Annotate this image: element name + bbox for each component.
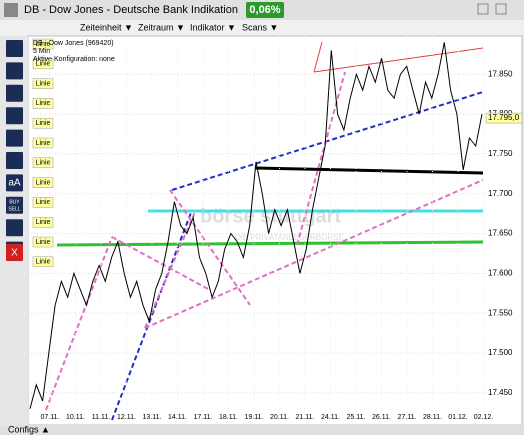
configs[interactable]: Configs ▲ (8, 424, 50, 434)
menu-item[interactable]: Zeiteinheit ▼ (80, 22, 133, 32)
line-tag[interactable] (32, 216, 54, 228)
trend-line (171, 91, 484, 191)
line-tag[interactable] (32, 137, 54, 149)
chart-info: Aktive Konfiguration: none (33, 56, 115, 63)
icon-text: aA (8, 178, 21, 189)
line-tag-label: Linie (36, 120, 51, 127)
x-tick-label: 01.12. (448, 414, 468, 421)
menu-item[interactable]: Zeitraum ▼ (138, 22, 185, 32)
change: 0,06% (249, 4, 280, 16)
tool-icon[interactable] (6, 62, 23, 80)
trend-line (313, 41, 323, 73)
icon-text: SELL (8, 206, 20, 212)
x-tick-label: 28.11. (423, 414, 442, 421)
line-tag[interactable] (32, 38, 54, 50)
last-price-box (485, 112, 523, 124)
icon-text: X (11, 248, 18, 259)
line-tag-label: Linie (36, 179, 51, 186)
line-tag[interactable] (32, 256, 54, 268)
x-tick-label: 24.11. (321, 414, 340, 421)
window-title: DB - Dow Jones - Deutsche Bank Indikatio… (24, 4, 238, 16)
line-tag[interactable] (32, 117, 54, 129)
line-tag-label: Linie (36, 140, 51, 147)
line-tag-label: Linie (36, 199, 51, 206)
y-tick-label: 17.750 (488, 149, 513, 158)
tool-icon[interactable] (6, 129, 23, 147)
y-tick-label: 17.550 (488, 308, 513, 317)
x-tick-label: 02.12. (474, 414, 494, 421)
x-tick-label: 27.11. (398, 414, 417, 421)
trend-line (144, 211, 196, 329)
y-tick-label: 17.850 (488, 69, 513, 78)
y-tick-label: 17.500 (488, 348, 513, 357)
window-button[interactable] (495, 3, 507, 15)
trend-line (144, 179, 484, 329)
line-tag[interactable] (32, 236, 54, 248)
x-tick-label: 18.11. (219, 414, 238, 421)
x-tick-label: 25.11. (347, 414, 366, 421)
chart-info: DB - Dow Jones (969420) (33, 40, 114, 47)
menu-item[interactable]: Scans ▼ (242, 22, 278, 32)
tool-icon[interactable] (6, 244, 23, 261)
x-tick-label: 19.11. (245, 414, 264, 421)
chart-info: 5 Min (33, 48, 50, 55)
y-tick-label: 17.700 (488, 189, 513, 198)
menu-item[interactable]: Indikator ▼ (190, 22, 236, 32)
y-tick-label: 17.600 (488, 269, 513, 278)
last-price: 17.795,0 (488, 113, 520, 122)
window-button[interactable] (477, 3, 489, 15)
line-tag-label: Linie (36, 100, 51, 107)
trend-line (169, 189, 251, 306)
x-tick-label: 20.11. (270, 414, 289, 421)
footer-bar (0, 425, 524, 435)
line-tag-label: Linie (36, 239, 51, 246)
x-tick-label: 26.11. (372, 414, 391, 421)
line-tag[interactable] (32, 157, 54, 169)
line-tag[interactable] (32, 197, 54, 208)
trend-line (45, 236, 113, 411)
line-tag-label: Linie (36, 259, 51, 266)
x-tick-label: 13.11. (143, 414, 162, 421)
line-tag[interactable] (32, 78, 54, 89)
line-tag[interactable] (32, 177, 54, 188)
tool-icon[interactable] (6, 196, 23, 214)
drawings (45, 41, 484, 421)
line-tag[interactable] (32, 58, 54, 70)
line-tag[interactable] (32, 98, 54, 109)
x-tick-label: 12.11. (117, 414, 136, 421)
y-tick-label: 17.650 (488, 229, 513, 238)
line-tag-label: Linie (36, 61, 51, 68)
x-tick-label: 14.11. (168, 414, 187, 421)
line-tag-label: Linie (36, 219, 51, 226)
x-tick-label: 11.11. (92, 414, 110, 421)
menu-bar (0, 20, 524, 36)
trend-line (254, 166, 484, 175)
tool-icon[interactable] (6, 219, 23, 237)
tool-icon[interactable] (6, 174, 23, 192)
line-tag-label: Linie (36, 160, 51, 167)
tool-icon[interactable] (6, 107, 23, 125)
tool-icon[interactable] (6, 152, 23, 169)
app-icon (4, 3, 18, 17)
price-line (29, 42, 483, 409)
x-tick-label: 17.11. (194, 414, 213, 421)
line-tag-label: Linie (36, 80, 51, 87)
line-tag-label: Linie (36, 41, 51, 48)
watermark: DIE PRIVATANLEGERBÖRSE (235, 233, 344, 242)
change-badge (246, 2, 284, 18)
trend-line (313, 47, 484, 73)
x-tick-label: 10.11. (66, 414, 85, 421)
trend-line (56, 240, 484, 247)
x-tick-label: 07.11. (41, 414, 60, 421)
chart-area (27, 35, 523, 426)
tool-icon[interactable] (6, 84, 23, 102)
icon-text: BUY (9, 199, 20, 205)
y-tick-label: 17.450 (488, 388, 513, 397)
trend-line (296, 71, 346, 246)
trend-line (111, 236, 211, 291)
tool-icon[interactable] (6, 40, 23, 57)
x-tick-label: 21.11. (296, 414, 315, 421)
